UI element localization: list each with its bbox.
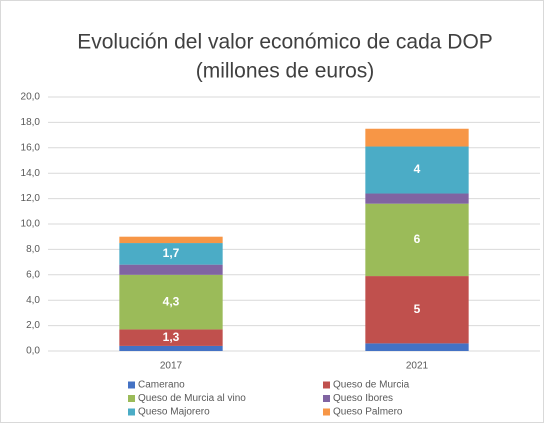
legend-swatch	[128, 381, 135, 389]
y-tick-label: 16,0	[21, 142, 41, 153]
x-tick-label: 2017	[160, 361, 183, 372]
bar-segment	[119, 243, 223, 265]
y-tick-label: 18,0	[21, 117, 41, 128]
y-tick-label: 10,0	[21, 219, 41, 230]
x-tick-label: 2021	[406, 361, 429, 372]
bar-segment	[365, 146, 469, 194]
legend-label: Queso de Murcia	[333, 380, 410, 391]
legend-swatch	[128, 408, 135, 416]
legend-label: Camerano	[138, 380, 185, 391]
legend-label: Queso Palmero	[333, 407, 403, 418]
bar-segment	[365, 203, 469, 277]
bar-segment	[119, 264, 223, 275]
chart-subtitle: (millones de euros)	[196, 60, 375, 83]
chart-title: Evolución del valor económico de cada DO…	[77, 31, 493, 54]
legend-swatch	[323, 381, 330, 389]
bar-segment	[119, 329, 223, 346]
y-tick-label: 12,0	[21, 193, 41, 204]
bar-segment	[365, 276, 469, 344]
legend-swatch	[323, 395, 330, 402]
legend-swatch	[128, 395, 135, 402]
y-tick-label: 2,0	[26, 320, 40, 331]
legend-label: Queso Majorero	[138, 407, 210, 418]
value-label: 6	[414, 232, 421, 246]
bar-segment	[365, 128, 469, 147]
y-tick-label: 4,0	[26, 295, 40, 306]
y-tick-label: 6,0	[26, 269, 40, 280]
y-tick-label: 8,0	[26, 244, 40, 255]
bar-segment	[365, 343, 469, 351]
y-tick-label: 0,0	[26, 346, 40, 357]
bar-segment	[119, 274, 223, 330]
y-tick-label: 20,0	[21, 92, 41, 103]
y-tick-label: 14,0	[21, 168, 41, 179]
legend-label: Queso Ibores	[333, 393, 393, 404]
value-label: 1,3	[163, 330, 180, 344]
bar-segment	[119, 236, 223, 244]
legend-label: Queso de Murcia al vino	[138, 393, 246, 404]
bar-segment	[365, 193, 469, 204]
value-label: 1,7	[163, 246, 180, 260]
value-label: 4	[414, 162, 421, 176]
legend-swatch	[323, 408, 330, 416]
bar-segment	[119, 345, 223, 351]
value-label: 4,3	[163, 294, 180, 308]
value-label: 5	[414, 302, 421, 316]
